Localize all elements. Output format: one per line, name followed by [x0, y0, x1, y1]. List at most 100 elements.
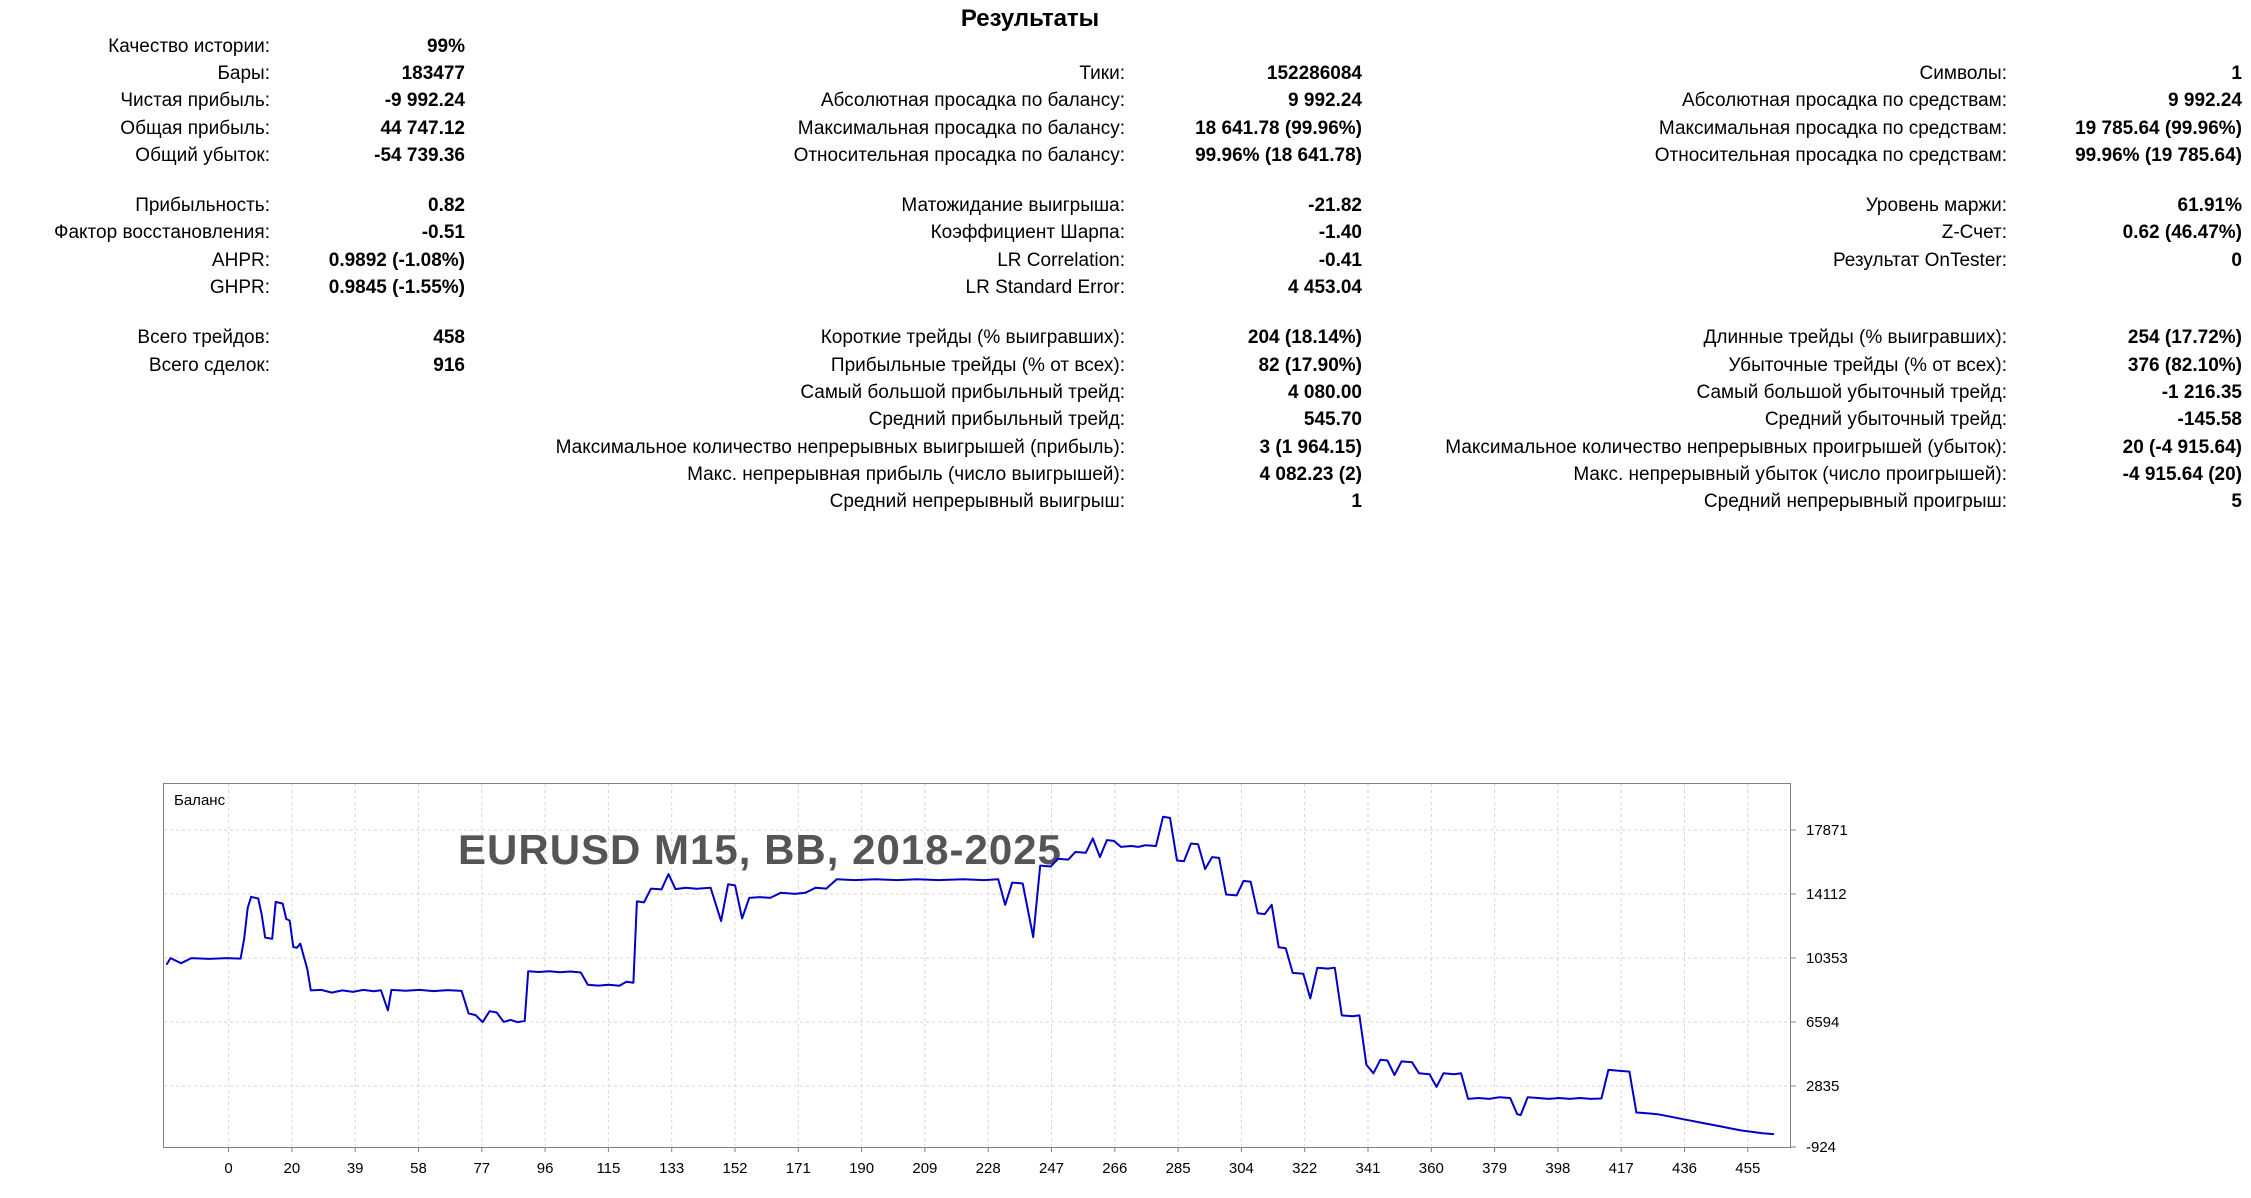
stats-row: Общая прибыль: 44 747.12 Максимальная прос…	[0, 115, 2251, 142]
stat-value: 376 (82.10%)	[2127, 354, 2242, 376]
stat-label: Средний непрерывный проигрыш:	[1703, 491, 2007, 513]
stat-value: 204 (18.14%)	[1247, 327, 1362, 349]
stat-value: 99.96% (18 641.78)	[1195, 144, 1362, 166]
stat-label: Тики:	[1079, 62, 1125, 84]
stat-label: Уровень маржи:	[1865, 195, 2007, 217]
balance-chart: EURUSD M15, BB, 2018-2025 0 20 39 58 77 96 115 1…	[163, 783, 1863, 1185]
svg-text:360: 360	[1419, 1160, 1444, 1177]
stats-row: Бары: 183477 Тики: 152286084 Символы: 1	[0, 60, 2251, 87]
axis-ticks	[228, 829, 1796, 1152]
svg-text:341: 341	[1355, 1160, 1380, 1177]
stat-value: 82 (17.90%)	[1258, 354, 1362, 376]
svg-text:228: 228	[976, 1160, 1001, 1177]
chart-watermark: EURUSD M15, BB, 2018-2025	[458, 826, 1062, 873]
svg-text:14112: 14112	[1806, 886, 1847, 903]
stat-value: 0.9892 (-1.08%)	[328, 249, 465, 271]
stat-value: 183477	[401, 62, 465, 84]
stat-value: 4 453.04	[1288, 277, 1362, 299]
stat-value: -54 739.36	[374, 144, 465, 166]
stat-label: LR Correlation:	[997, 249, 1125, 271]
stat-label: Самый большой прибыльный трейд:	[800, 381, 1125, 403]
stat-value: -145.58	[2177, 409, 2242, 431]
stats-row: Средний прибыльный трейд: 545.70 Средний у…	[0, 407, 2251, 434]
stats-row: Макс. непрерывная прибыль (число выигрыш…	[0, 461, 2251, 488]
svg-text:10353: 10353	[1806, 950, 1848, 967]
svg-text:171: 171	[786, 1160, 811, 1177]
svg-text:20: 20	[284, 1160, 301, 1177]
stat-label: Короткие трейды (% выигравших):	[820, 327, 1125, 349]
svg-text:190: 190	[849, 1160, 874, 1177]
stat-label: Самый большой убыточный трейд:	[1696, 381, 2007, 403]
svg-text:6594: 6594	[1806, 1014, 1839, 1031]
svg-text:209: 209	[912, 1160, 937, 1177]
stat-label: Абсолютная просадка по балансу:	[820, 90, 1125, 112]
stat-value: 20 (-4 915.64)	[2122, 436, 2242, 458]
stat-value: -1 216.35	[2161, 381, 2242, 403]
stats-row: Средний непрерывный выигрыш: 1 Средний неп…	[0, 488, 2251, 515]
stat-label: Абсолютная просадка по средствам:	[1681, 90, 2007, 112]
stat-label: Максимальная просадка по средствам:	[1658, 117, 2007, 139]
stat-value: -9 992.24	[384, 90, 465, 112]
svg-text:0: 0	[224, 1160, 232, 1177]
svg-text:379: 379	[1482, 1160, 1507, 1177]
stats-row: Максимальное количество непрерывных выиг…	[0, 434, 2251, 461]
stat-value: 5	[2231, 491, 2242, 513]
stat-label: Общая прибыль:	[120, 117, 270, 139]
stats-row: Чистая прибыль: -9 992.24 Абсолютная проса…	[0, 88, 2251, 115]
stat-label: Чистая прибыль:	[120, 90, 270, 112]
stat-value: 19 785.64 (99.96%)	[2075, 117, 2242, 139]
stat-label: Средний прибыльный трейд:	[868, 409, 1125, 431]
stat-label: Максимальное количество непрерывных прои…	[1445, 436, 2007, 458]
stat-label: Средний непрерывный выигрыш:	[829, 491, 1125, 513]
svg-text:285: 285	[1166, 1160, 1191, 1177]
stat-label: Символы:	[1919, 62, 2007, 84]
stat-label: Коэффициент Шарпа:	[930, 222, 1125, 244]
stat-label: Фактор восстановления:	[54, 222, 270, 244]
stat-label: Бары:	[217, 62, 270, 84]
stat-value: -0.41	[1318, 249, 1362, 271]
stat-label: Относительная просадка по балансу:	[793, 144, 1125, 166]
svg-text:322: 322	[1292, 1160, 1317, 1177]
y-axis-labels: 17871 14112 10353 6594 2835 -924	[1806, 822, 1848, 1156]
stat-label: Прибыльные трейды (% от всех):	[830, 354, 1125, 376]
svg-text:77: 77	[473, 1160, 490, 1177]
svg-text:39: 39	[347, 1160, 364, 1177]
stat-label: Относительная просадка по средствам:	[1654, 144, 2007, 166]
x-axis-labels: 0 20 39 58 77 96 115 133 152 171 190 209 228 247 266 28…	[224, 1160, 1760, 1177]
stat-value: -21.82	[1308, 195, 1362, 217]
stat-label: GHPR:	[209, 277, 270, 299]
stat-label: Макс. непрерывная прибыль (число выигрыш…	[687, 463, 1125, 485]
chart-series-label: Баланс	[174, 792, 226, 809]
stats-row: GHPR: 0.9845 (-1.55%) LR Standard Error: 4 …	[0, 274, 2251, 301]
stat-label: Результат OnTester:	[1832, 249, 2007, 271]
stats-row: Всего сделок: 916 Прибыльные трейды (% от …	[0, 352, 2251, 379]
stat-value: 0	[2231, 249, 2242, 271]
svg-text:115: 115	[596, 1160, 620, 1177]
stat-value: 0.82	[428, 195, 465, 217]
stat-label: Всего сделок:	[148, 354, 270, 376]
stats-table: Качество истории: 99% Бары: 183477 Тики: 1522…	[0, 33, 2251, 539]
stats-row: Фактор восстановления: -0.51 Коэффициент Ш…	[0, 220, 2251, 247]
stat-value: -1.40	[1318, 222, 1362, 244]
page-title: Результаты	[960, 5, 1100, 32]
stat-label: Макс. непрерывный убыток (число проигрыш…	[1573, 463, 2007, 485]
stat-label: Качество истории:	[108, 35, 270, 57]
stat-value: 18 641.78 (99.96%)	[1195, 117, 1362, 139]
stat-value: 9 992.24	[2168, 90, 2242, 112]
stat-value: 99.96% (19 785.64)	[2075, 144, 2242, 166]
svg-text:304: 304	[1229, 1160, 1254, 1177]
stat-value: 458	[433, 327, 465, 349]
stat-label: Максимальное количество непрерывных выиг…	[555, 436, 1125, 458]
svg-text:58: 58	[410, 1160, 427, 1177]
stats-row: Всего трейдов: 458 Короткие трейды (% выиг…	[0, 325, 2251, 352]
stat-value: 4 080.00	[1288, 381, 1362, 403]
svg-text:17871: 17871	[1806, 822, 1848, 839]
balance-chart-canvas: EURUSD M15, BB, 2018-2025 0 20 39 58 77 96 115 1…	[163, 783, 1848, 1177]
svg-text:417: 417	[1609, 1160, 1634, 1177]
stat-value: 3 (1 964.15)	[1259, 436, 1362, 458]
svg-text:247: 247	[1039, 1160, 1064, 1177]
stat-value: 99%	[426, 35, 465, 57]
stat-value: -4 915.64 (20)	[2122, 463, 2242, 485]
stat-label: Максимальная просадка по балансу:	[797, 117, 1125, 139]
stat-value: 1	[1351, 491, 1362, 513]
